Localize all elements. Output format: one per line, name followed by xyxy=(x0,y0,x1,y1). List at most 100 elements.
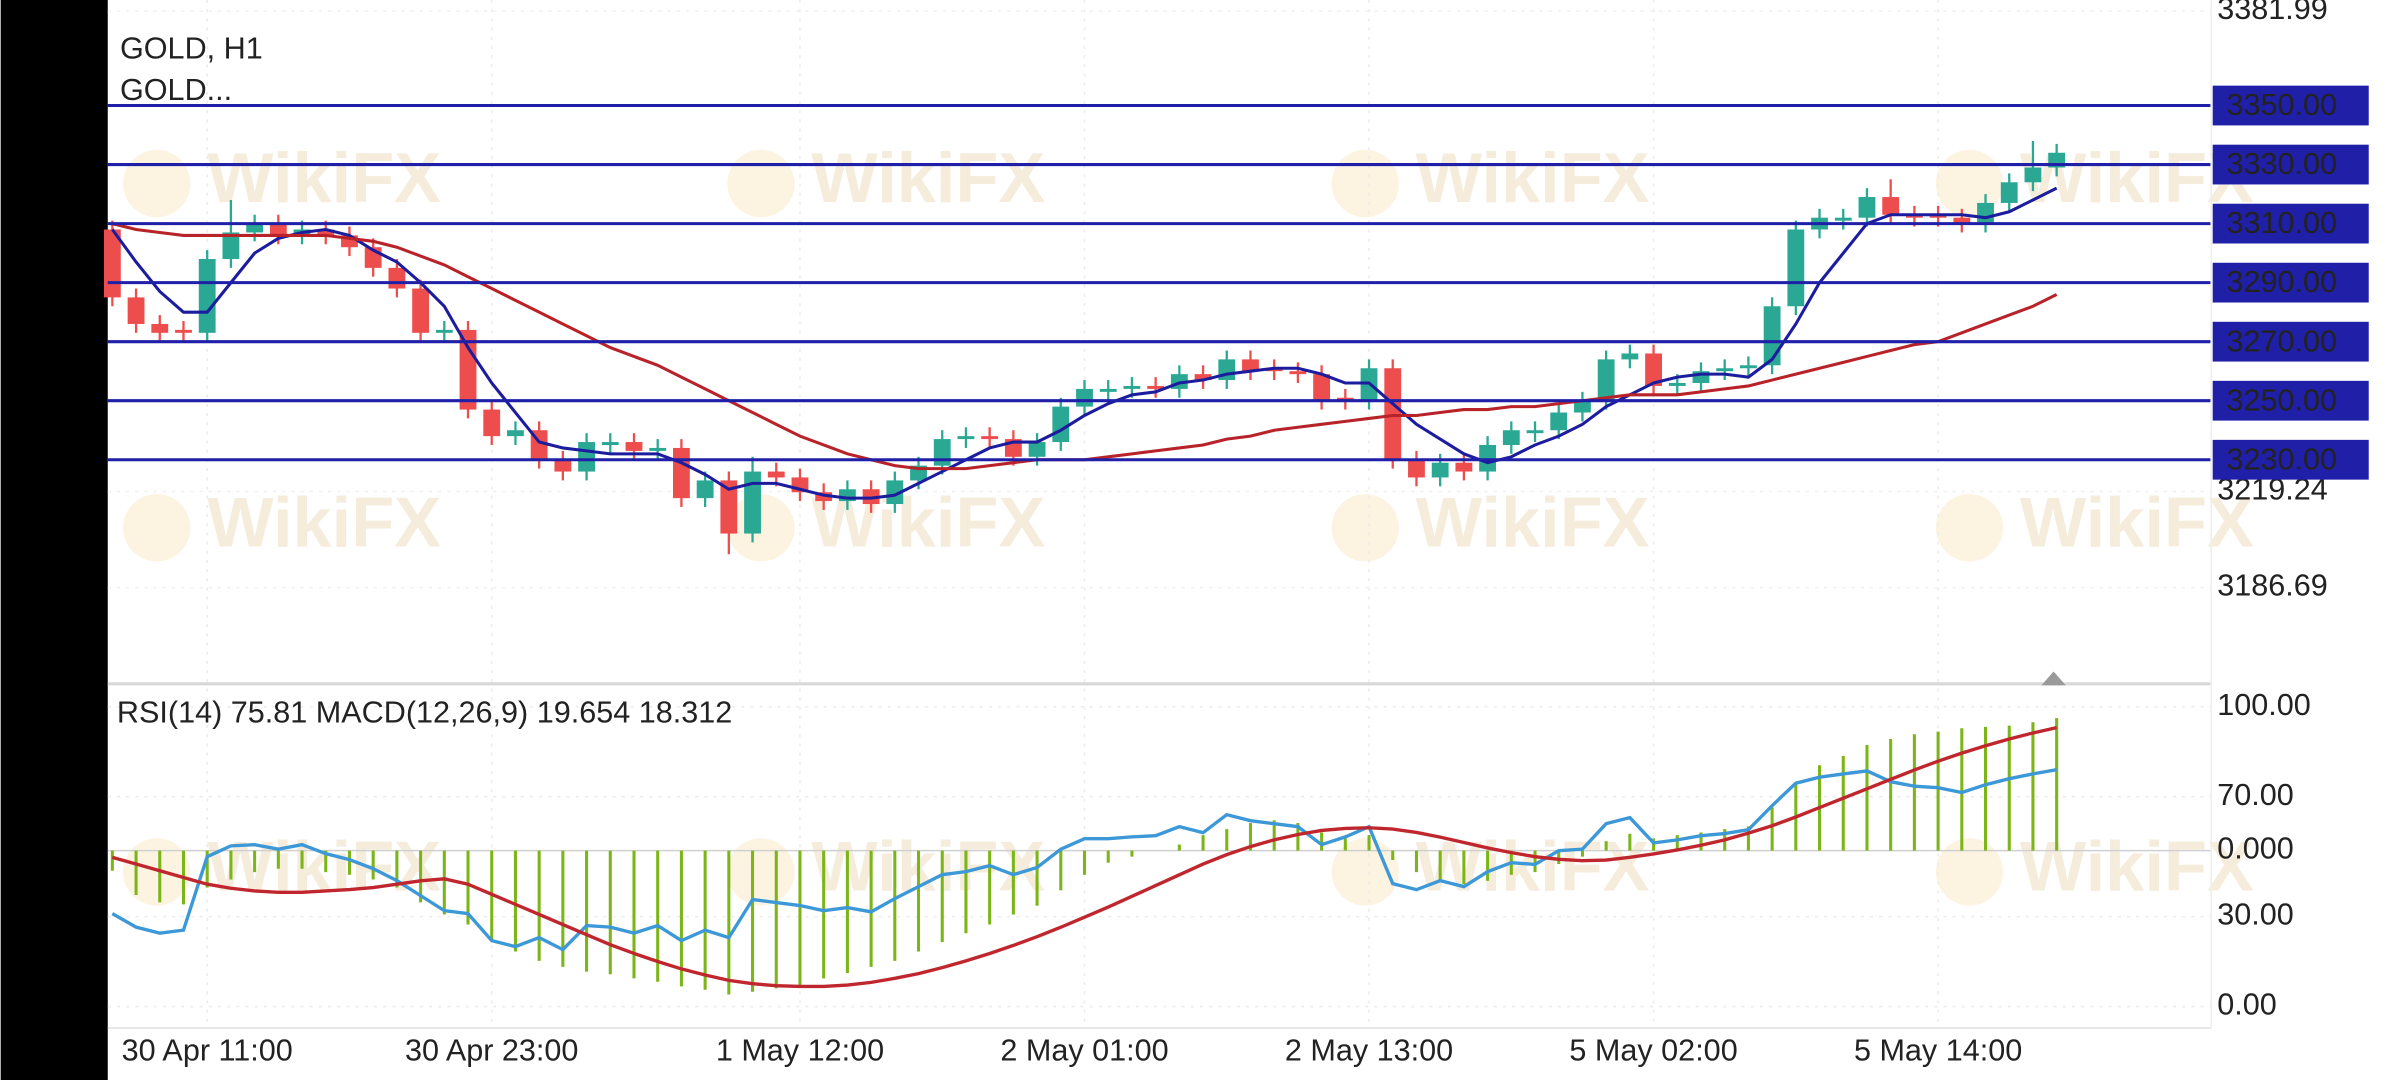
candle-body xyxy=(317,229,335,236)
indicator-line xyxy=(111,725,2058,989)
candle-body xyxy=(151,323,169,333)
price-level-label: 3290.00 xyxy=(2226,265,2337,299)
candle-body xyxy=(1147,385,1165,389)
candle-body xyxy=(1668,383,1686,386)
x-tick-label: 2 May 01:00 xyxy=(1000,1034,1168,1068)
watermark: WikiFX xyxy=(1416,482,1650,561)
price-level-label: 3350.00 xyxy=(2226,88,2337,122)
x-tick-label: 30 Apr 11:00 xyxy=(122,1034,293,1068)
candle-body xyxy=(198,259,216,333)
candle-body xyxy=(1028,442,1046,457)
candle-body xyxy=(1597,359,1615,401)
price-level-tag xyxy=(2212,203,2369,244)
candle-body xyxy=(1289,371,1307,375)
left-bar xyxy=(0,0,108,1080)
watermark-logo xyxy=(123,838,191,906)
candle-body xyxy=(1550,412,1568,431)
candle-body xyxy=(1076,388,1093,407)
candle-body xyxy=(886,480,904,505)
y-tick-label: 70.00 xyxy=(2217,778,2294,812)
candle-body xyxy=(483,409,501,437)
candle-body xyxy=(720,480,738,534)
candle-body xyxy=(696,480,714,499)
candle-body xyxy=(1858,197,1876,218)
candle-body xyxy=(341,235,358,248)
candle-body xyxy=(507,430,524,437)
candle-body xyxy=(1194,374,1212,381)
price-level-tag xyxy=(2212,144,2369,185)
candle-body xyxy=(459,329,477,410)
candle-body xyxy=(1882,197,1900,215)
x-tick-label: 5 May 02:00 xyxy=(1569,1034,1737,1068)
watermark: WikiFX xyxy=(207,482,441,561)
candle-body xyxy=(1123,385,1141,389)
candle-body xyxy=(1787,229,1805,307)
candle-body xyxy=(1455,462,1473,472)
watermark: WikiFX xyxy=(207,138,441,217)
price-level-label: 3270.00 xyxy=(2226,324,2337,358)
watermark-logo xyxy=(1331,149,1399,218)
watermark: WikiFX xyxy=(1416,138,1650,217)
candle-body xyxy=(1242,359,1259,372)
plot-area: 30 Apr 11:00 30 Apr 23:00 1 May 12:00 2 May… xyxy=(103,0,2369,1068)
price-level-tag xyxy=(2212,321,2369,362)
watermark: WikiFX xyxy=(2020,827,2254,906)
watermark-logo xyxy=(123,494,191,562)
price-level-tag xyxy=(2212,439,2369,480)
candle-body xyxy=(435,329,453,333)
price-level-tag xyxy=(2212,380,2369,421)
watermark-logo xyxy=(727,149,795,218)
candle-body xyxy=(578,442,595,472)
x-tick-label: 30 Apr 23:00 xyxy=(405,1034,578,1068)
candle-body xyxy=(1099,388,1117,392)
candle-body xyxy=(649,447,667,451)
candle-body xyxy=(1953,217,1971,224)
candle-body xyxy=(103,229,121,298)
indicator-line xyxy=(111,768,2057,952)
price-level-label: 3250.00 xyxy=(2226,383,2337,417)
collapse-handle[interactable] xyxy=(2041,671,2066,686)
price-level-tag xyxy=(2212,85,2369,126)
candle-body xyxy=(1692,371,1710,384)
y-tick-label: 30.00 xyxy=(2217,898,2294,932)
candle-body xyxy=(1977,202,1994,224)
candle-body xyxy=(1834,217,1852,221)
candle-body xyxy=(2000,182,2018,203)
candle-body xyxy=(1526,430,1544,434)
candle-body xyxy=(127,297,145,324)
y-tick-label: 3381.99 xyxy=(2217,0,2328,26)
candle-body xyxy=(1502,430,1520,445)
y2-tick-label: 0.000 xyxy=(2217,832,2294,866)
candle-body xyxy=(981,436,999,440)
chart-subtitle: GOLD... xyxy=(120,73,232,107)
candle-body xyxy=(388,267,406,289)
watermark: WikiFX xyxy=(2020,482,2254,561)
candle-body xyxy=(1313,374,1331,401)
candle-body xyxy=(269,223,287,236)
moving-average-line xyxy=(111,186,2058,500)
candle-body xyxy=(767,471,785,478)
candle-body xyxy=(1408,459,1425,478)
chart-title: GOLD, H1 xyxy=(120,32,263,66)
watermark-logo xyxy=(727,838,795,906)
x-tick-label: 1 May 12:00 xyxy=(716,1034,884,1068)
candle-body xyxy=(1431,462,1449,478)
indicator-title: RSI(14) 75.81 MACD(12,26,9) 19.654 18.31… xyxy=(117,695,732,729)
candle-body xyxy=(1052,406,1070,443)
y-tick-label: 3186.69 xyxy=(2217,569,2328,603)
watermark: WikiFX xyxy=(207,827,441,906)
candle-body xyxy=(1574,400,1591,413)
candle-body xyxy=(1740,365,1757,369)
price-level-label: 3230.00 xyxy=(2226,442,2337,476)
candle-body xyxy=(412,288,430,333)
price-level-tag xyxy=(2212,262,2369,303)
watermark: WikiFX xyxy=(811,827,1045,906)
candle-body xyxy=(625,442,643,451)
watermark-logo xyxy=(123,149,191,218)
candle-body xyxy=(554,459,572,472)
y-tick-label: 0.00 xyxy=(2217,988,2277,1022)
watermarks: WikiFX WikiFX WikiFX WikiFX WikiFX WikiFX Wiki… xyxy=(123,138,2254,906)
